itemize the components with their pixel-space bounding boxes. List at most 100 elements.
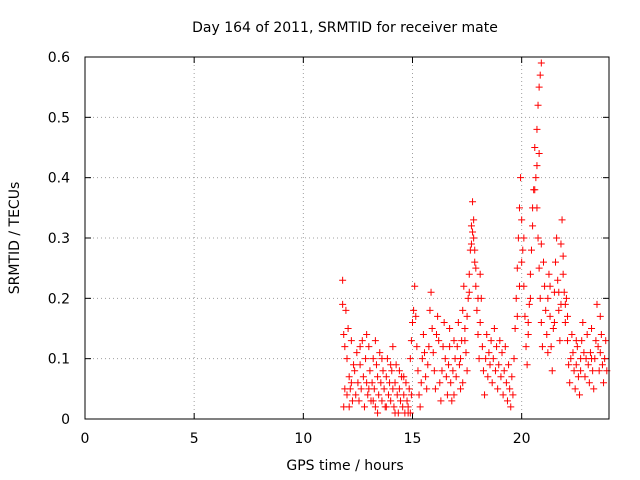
data-point bbox=[520, 234, 528, 242]
data-point bbox=[457, 385, 465, 393]
data-point bbox=[596, 349, 604, 357]
data-point bbox=[460, 282, 468, 290]
data-point bbox=[570, 367, 578, 375]
data-point bbox=[538, 343, 546, 351]
data-point bbox=[371, 337, 379, 345]
data-point bbox=[509, 391, 517, 399]
data-point bbox=[572, 361, 580, 369]
data-point bbox=[459, 306, 467, 314]
data-point bbox=[449, 367, 457, 375]
data-point bbox=[571, 385, 579, 393]
data-point bbox=[483, 331, 491, 339]
data-point bbox=[340, 331, 348, 339]
data-point bbox=[421, 349, 429, 357]
data-point bbox=[505, 361, 513, 369]
data-point bbox=[454, 318, 462, 326]
data-point bbox=[404, 403, 412, 411]
data-point bbox=[455, 361, 463, 369]
data-point bbox=[402, 379, 410, 387]
data-point bbox=[403, 397, 411, 405]
data-point bbox=[602, 337, 610, 345]
data-point bbox=[390, 403, 398, 411]
data-point bbox=[472, 264, 480, 272]
data-point bbox=[416, 403, 424, 411]
data-point bbox=[419, 331, 427, 339]
data-point bbox=[445, 361, 453, 369]
data-point bbox=[355, 397, 363, 405]
data-point bbox=[518, 258, 526, 266]
data-point bbox=[597, 331, 605, 339]
data-point bbox=[489, 355, 497, 363]
data-point bbox=[389, 343, 397, 351]
data-point bbox=[564, 337, 572, 345]
data-point bbox=[569, 349, 577, 357]
data-point bbox=[353, 349, 361, 357]
data-point bbox=[426, 306, 434, 314]
data-point bbox=[594, 343, 602, 351]
data-point bbox=[376, 349, 384, 357]
data-point bbox=[525, 300, 533, 308]
data-point bbox=[382, 403, 390, 411]
data-point bbox=[497, 373, 505, 381]
x-tick-label: 15 bbox=[404, 431, 422, 447]
data-point bbox=[498, 349, 506, 357]
data-point bbox=[359, 373, 367, 381]
data-point bbox=[343, 355, 351, 363]
data-point bbox=[544, 349, 552, 357]
data-point bbox=[549, 325, 557, 332]
data-point bbox=[364, 391, 372, 399]
data-point bbox=[502, 379, 510, 387]
data-point bbox=[545, 270, 553, 278]
data-point bbox=[518, 216, 526, 224]
data-point bbox=[573, 343, 581, 351]
data-point bbox=[372, 361, 380, 369]
data-point bbox=[387, 397, 395, 405]
data-point bbox=[450, 337, 458, 345]
data-point bbox=[553, 234, 561, 242]
y-tick-label: 0.1 bbox=[48, 352, 70, 368]
chart-title: Day 164 of 2011, SRMTID for receiver mat… bbox=[192, 20, 498, 36]
data-point bbox=[510, 355, 518, 363]
data-point bbox=[496, 337, 504, 345]
data-point bbox=[552, 258, 560, 266]
data-point bbox=[596, 312, 604, 320]
data-point bbox=[459, 379, 467, 387]
data-point bbox=[365, 343, 373, 351]
data-point bbox=[590, 385, 598, 393]
data-point bbox=[470, 234, 478, 242]
data-point bbox=[461, 337, 469, 345]
data-point bbox=[411, 282, 419, 290]
data-point bbox=[348, 397, 356, 405]
data-point bbox=[485, 349, 493, 357]
data-point bbox=[351, 367, 359, 375]
data-point bbox=[500, 367, 508, 375]
data-point bbox=[555, 288, 563, 296]
data-point bbox=[564, 312, 572, 320]
data-point bbox=[558, 216, 566, 224]
data-point bbox=[377, 379, 385, 387]
data-point bbox=[391, 409, 399, 417]
data-point bbox=[469, 228, 477, 236]
data-point bbox=[546, 312, 554, 320]
data-point bbox=[532, 174, 540, 182]
data-point bbox=[374, 373, 382, 381]
data-point bbox=[508, 373, 516, 381]
data-point bbox=[585, 379, 593, 387]
data-point bbox=[350, 361, 358, 369]
data-point bbox=[368, 379, 376, 387]
data-point bbox=[517, 174, 525, 182]
data-point bbox=[356, 343, 364, 351]
data-point bbox=[600, 379, 608, 387]
data-point bbox=[446, 343, 454, 351]
data-point bbox=[366, 367, 374, 375]
data-point bbox=[559, 270, 567, 278]
data-point bbox=[529, 204, 537, 212]
data-point bbox=[341, 343, 349, 351]
data-point bbox=[435, 337, 443, 345]
data-point bbox=[379, 367, 387, 375]
data-point bbox=[440, 318, 448, 326]
data-point bbox=[473, 306, 481, 314]
data-point bbox=[481, 391, 489, 399]
data-point bbox=[507, 403, 515, 411]
